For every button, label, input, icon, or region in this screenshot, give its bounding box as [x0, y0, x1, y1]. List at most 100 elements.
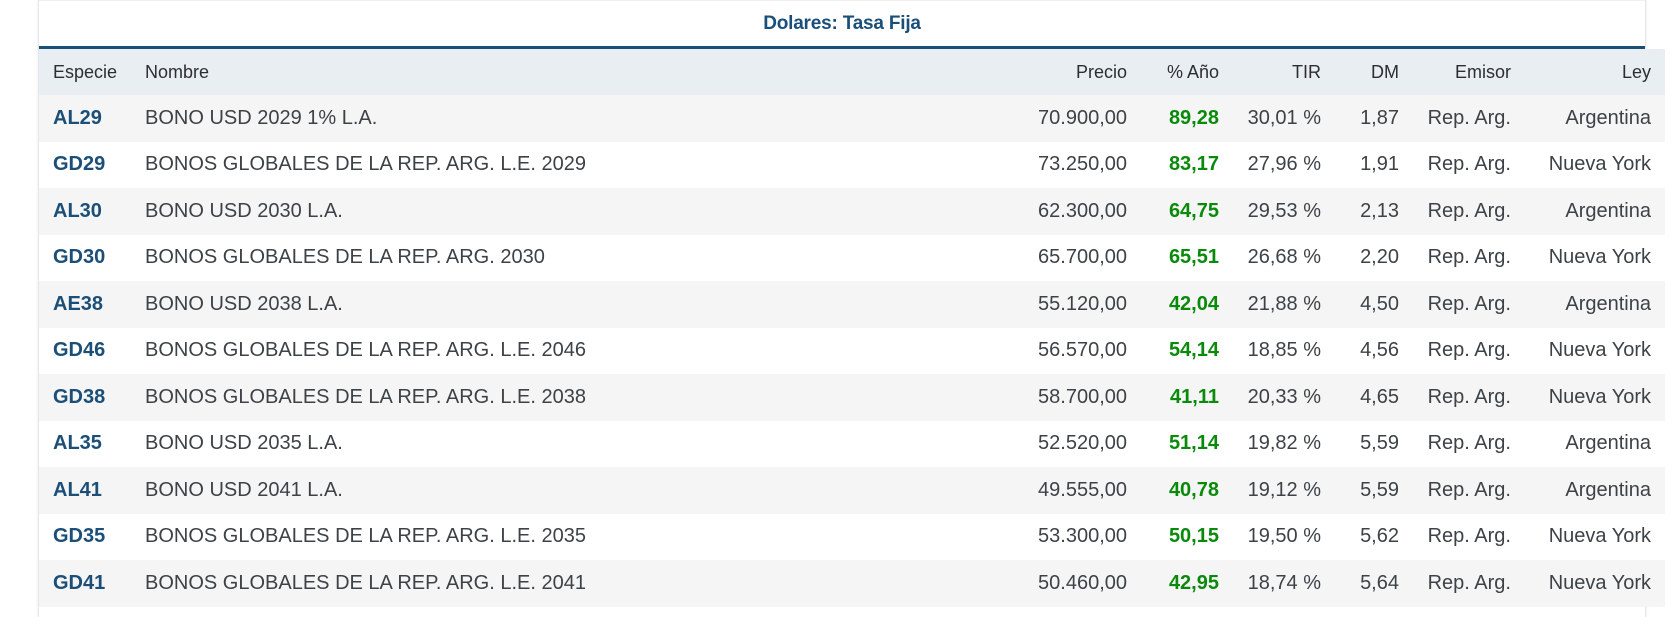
dm-cell: 1,87 — [1360, 106, 1399, 129]
year-change-cell: 54,14 — [1168, 339, 1219, 362]
price-cell: 53.300,00 — [1038, 525, 1127, 548]
year-change-cell: 65,51 — [1168, 246, 1219, 269]
column-header-nombre[interactable]: Nombre — [145, 61, 210, 82]
issuer-cell: Rep. Arg. — [1427, 385, 1511, 408]
ticker-link[interactable]: AL35 — [53, 432, 102, 455]
column-header-precio[interactable]: Precio — [1075, 61, 1127, 82]
column-header-dm[interactable]: DM — [1371, 61, 1399, 82]
year-change-cell: 41,11 — [1170, 385, 1219, 408]
column-header-pct-ano[interactable]: % Año — [1166, 61, 1219, 82]
issuer-cell: Rep. Arg. — [1427, 292, 1511, 315]
year-change-cell: 42,95 — [1168, 571, 1219, 594]
dm-cell: 4,50 — [1360, 292, 1399, 315]
issuer-cell: Rep. Arg. — [1427, 246, 1511, 269]
year-change-cell: 83,17 — [1168, 153, 1219, 176]
table-row[interactable]: AL35 BONO USD 2035 L.A. 52.520,00 51,14 … — [39, 420, 1665, 467]
tir-cell: 30,01 % — [1247, 106, 1321, 129]
table-header: Especie Nombre Precio % Año TIR DM Emiso… — [39, 49, 1665, 95]
column-header-tir[interactable]: TIR — [1292, 61, 1321, 82]
ticker-link[interactable]: GD35 — [53, 525, 106, 548]
bond-name: BONO USD 2029 1% L.A. — [145, 106, 378, 129]
bond-table-panel: Dolares: Tasa Fija Especie Nombre Precio… — [38, 0, 1665, 617]
year-change-cell: 40,78 — [1168, 478, 1219, 501]
bond-name: BONOS GLOBALES DE LA REP. ARG. L.E. 2038 — [145, 385, 586, 408]
dm-cell: 4,56 — [1360, 339, 1399, 362]
table-row[interactable]: GD30 BONOS GLOBALES DE LA REP. ARG. 2030… — [39, 234, 1665, 281]
law-cell: Argentina — [1565, 292, 1651, 315]
price-cell: 73.250,00 — [1038, 153, 1127, 176]
table-row[interactable]: AL29 BONO USD 2029 1% L.A. 70.900,00 89,… — [39, 95, 1665, 142]
price-cell: 56.570,00 — [1038, 339, 1127, 362]
table-row[interactable]: GD38 BONOS GLOBALES DE LA REP. ARG. L.E.… — [39, 374, 1665, 421]
year-change-cell: 51,14 — [1168, 432, 1219, 455]
bond-name: BONOS GLOBALES DE LA REP. ARG. L.E. 2035 — [145, 525, 586, 548]
price-cell: 55.120,00 — [1038, 292, 1127, 315]
law-cell: Argentina — [1565, 106, 1651, 129]
bond-name: BONO USD 2041 L.A. — [145, 478, 343, 501]
bond-name: BONOS GLOBALES DE LA REP. ARG. L.E. 2041 — [145, 571, 586, 594]
ticker-link[interactable]: AE38 — [53, 292, 104, 315]
tir-cell: 19,50 % — [1247, 525, 1321, 548]
ticker-link[interactable]: GD29 — [53, 153, 106, 176]
bond-name: BONO USD 2030 L.A. — [145, 199, 343, 222]
year-change-cell: 64,75 — [1168, 199, 1219, 222]
header-row: Especie Nombre Precio % Año TIR DM Emiso… — [39, 49, 1665, 95]
table-row[interactable]: GD41 BONOS GLOBALES DE LA REP. ARG. L.E.… — [39, 560, 1665, 607]
ticker-link[interactable]: GD38 — [53, 385, 106, 408]
tir-cell: 27,96 % — [1247, 153, 1321, 176]
issuer-cell: Rep. Arg. — [1427, 432, 1511, 455]
law-cell: Nueva York — [1548, 246, 1651, 269]
ticker-link[interactable]: GD46 — [53, 339, 106, 362]
tir-cell: 20,33 % — [1247, 385, 1321, 408]
table-row[interactable]: AL30 BONO USD 2030 L.A. 62.300,00 64,75 … — [39, 188, 1665, 235]
price-cell: 58.700,00 — [1038, 385, 1127, 408]
column-header-emisor[interactable]: Emisor — [1454, 61, 1511, 82]
issuer-cell: Rep. Arg. — [1427, 571, 1511, 594]
year-change-cell: 42,04 — [1168, 292, 1219, 315]
table-row[interactable]: AL41 BONO USD 2041 L.A. 49.555,00 40,78 … — [39, 467, 1665, 514]
law-cell: Nueva York — [1548, 525, 1651, 548]
tir-cell: 29,53 % — [1247, 199, 1321, 222]
table-row[interactable]: GD29 BONOS GLOBALES DE LA REP. ARG. L.E.… — [39, 141, 1665, 188]
issuer-cell: Rep. Arg. — [1427, 478, 1511, 501]
issuer-cell: Rep. Arg. — [1427, 525, 1511, 548]
law-cell: Nueva York — [1548, 339, 1651, 362]
price-cell: 49.555,00 — [1038, 478, 1127, 501]
table-row[interactable]: GD46 BONOS GLOBALES DE LA REP. ARG. L.E.… — [39, 327, 1665, 374]
ticker-link[interactable]: AL30 — [53, 199, 102, 222]
bond-name: BONOS GLOBALES DE LA REP. ARG. 2030 — [145, 246, 545, 269]
ticker-link[interactable]: GD41 — [53, 571, 106, 594]
dm-cell: 1,91 — [1360, 153, 1399, 176]
price-cell: 65.700,00 — [1038, 246, 1127, 269]
table-title: Dolares: Tasa Fija — [39, 0, 1645, 49]
dm-cell: 5,62 — [1360, 525, 1399, 548]
dm-cell: 5,64 — [1360, 571, 1399, 594]
law-cell: Argentina — [1565, 432, 1651, 455]
issuer-cell: Rep. Arg. — [1427, 199, 1511, 222]
issuer-cell: Rep. Arg. — [1427, 106, 1511, 129]
table-row[interactable]: AE38 BONO USD 2038 L.A. 55.120,00 42,04 … — [39, 281, 1665, 328]
tir-cell: 26,68 % — [1247, 246, 1321, 269]
law-cell: Nueva York — [1548, 571, 1651, 594]
tir-cell: 18,74 % — [1247, 571, 1321, 594]
law-cell: Argentina — [1565, 478, 1651, 501]
table-row[interactable]: GD35 BONOS GLOBALES DE LA REP. ARG. L.E.… — [39, 513, 1665, 560]
column-header-ley[interactable]: Ley — [1621, 61, 1651, 82]
ticker-link[interactable]: AL41 — [53, 478, 102, 501]
price-cell: 50.460,00 — [1038, 571, 1127, 594]
dm-cell: 2,13 — [1360, 199, 1399, 222]
law-cell: Argentina — [1565, 199, 1651, 222]
ticker-link[interactable]: AL29 — [53, 106, 102, 129]
dm-cell: 4,65 — [1360, 385, 1399, 408]
column-header-especie[interactable]: Especie — [53, 61, 118, 82]
price-cell: 52.520,00 — [1038, 432, 1127, 455]
tir-cell: 18,85 % — [1247, 339, 1321, 362]
bond-name: BONOS GLOBALES DE LA REP. ARG. L.E. 2046 — [145, 339, 586, 362]
dm-cell: 2,20 — [1360, 246, 1399, 269]
ticker-link[interactable]: GD30 — [53, 246, 106, 269]
issuer-cell: Rep. Arg. — [1427, 153, 1511, 176]
issuer-cell: Rep. Arg. — [1427, 339, 1511, 362]
dm-cell: 5,59 — [1360, 478, 1399, 501]
price-cell: 62.300,00 — [1038, 199, 1127, 222]
